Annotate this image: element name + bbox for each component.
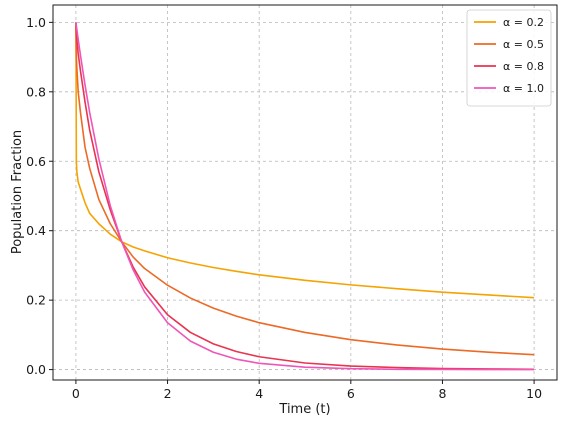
y-tick-label: 1.0 xyxy=(26,15,46,30)
plot-frame xyxy=(52,4,558,381)
y-tick-label: 0.2 xyxy=(26,293,46,308)
legend-label-2: α = 0.5 xyxy=(503,38,544,51)
y-tick-label: 0.4 xyxy=(26,223,46,238)
tick-labels: 0 2 4 6 8 10 0.0 0.2 0.4 0.6 0.8 1.0 xyxy=(26,15,542,401)
y-axis-label: Population Fraction xyxy=(10,130,25,254)
series-line-1 xyxy=(75,22,535,299)
x-tick-label: 6 xyxy=(347,386,355,401)
y-tick-label: 0.0 xyxy=(26,362,46,377)
series-line-4 xyxy=(75,22,535,371)
x-tick-label: 10 xyxy=(526,386,542,401)
series-line-3 xyxy=(75,22,535,371)
x-tick-label: 8 xyxy=(438,386,446,401)
y-tick-label: 0.8 xyxy=(26,84,46,99)
axes xyxy=(52,4,558,381)
x-axis-label: Time (t) xyxy=(278,402,330,417)
legend-label-1: α = 0.2 xyxy=(503,16,544,29)
legend: α = 0.2 α = 0.5 α = 0.8 α = 1.0 xyxy=(466,9,552,107)
legend-label-4: α = 1.0 xyxy=(503,82,544,95)
x-tick-label: 2 xyxy=(164,386,172,401)
series-lines xyxy=(75,22,535,371)
x-tick-label: 4 xyxy=(255,386,263,401)
series-line-2 xyxy=(75,22,535,356)
x-tick-label: 0 xyxy=(72,386,80,401)
y-tick-label: 0.6 xyxy=(26,154,46,169)
legend-label-3: α = 0.8 xyxy=(503,60,544,73)
legend-box xyxy=(466,9,552,107)
